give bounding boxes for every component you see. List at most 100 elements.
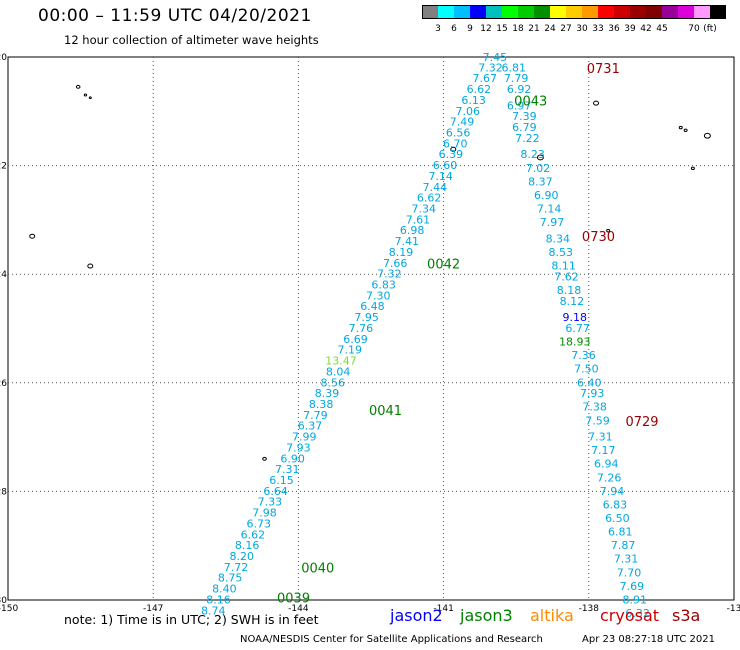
wave-height-value: 6.81 (502, 61, 527, 74)
island-outline (536, 154, 544, 161)
wave-height-value: 7.79 (504, 72, 529, 85)
wave-height-value: 7.67 (472, 72, 497, 85)
wave-height-value: 6.32 (625, 607, 650, 620)
wave-height-value: 6.79 (512, 121, 537, 134)
wave-height-value: 7.30 (366, 289, 391, 302)
wave-height-value: 6.90 (280, 452, 305, 465)
lat-label: -22 (0, 162, 7, 172)
wave-height-value: 8.53 (548, 246, 573, 259)
wave-height-value: 7.59 (585, 414, 610, 427)
legend-swatch (646, 5, 662, 19)
legend-swatch (678, 5, 694, 19)
wave-height-value: 7.17 (591, 444, 616, 457)
wave-height-value: 8.34 (546, 232, 571, 245)
wave-height-value: 6.83 (603, 498, 628, 511)
island-outline (593, 100, 600, 106)
track-time-label: 0729 (625, 415, 658, 430)
wave-height-value: 6.48 (360, 300, 385, 313)
chart-subtitle: 12 hour collection of altimeter wave hei… (64, 33, 319, 47)
island-outline (450, 146, 457, 152)
wave-height-value: 7.97 (540, 216, 565, 229)
legend-swatch (470, 5, 486, 19)
island-outline (87, 263, 94, 269)
wave-height-value: 6.77 (565, 322, 590, 335)
wave-height-value: 6.62 (467, 83, 492, 96)
lon-label: -141 (433, 604, 453, 614)
legend-swatch (598, 5, 614, 19)
satellite-legend-item: jason2 (390, 606, 443, 625)
wave-height-value: 8.16 (206, 593, 231, 606)
wave-height-value: 8.38 (309, 398, 334, 411)
island-outline (678, 125, 683, 130)
wave-height-value: 7.31 (588, 431, 613, 444)
wave-height-value: 7.31 (614, 553, 639, 566)
lon-label: -13 (727, 604, 740, 614)
satellite-legend-item: altika (530, 606, 574, 625)
wave-height-value: 7.06 (456, 105, 481, 118)
legend-swatch (518, 5, 534, 19)
wave-height-value: 6.97 (507, 99, 532, 112)
satellite-legend-item: cryosat (600, 606, 660, 625)
legend-swatch (582, 5, 598, 19)
wave-height-value: 8.39 (315, 387, 340, 400)
wave-height-value: 8.20 (230, 550, 255, 563)
legend-label: 3 (435, 24, 441, 34)
legend-label: 24 (544, 24, 556, 34)
wave-height-value: 7.22 (515, 132, 540, 145)
island-outline (29, 233, 36, 239)
wave-height-value: 13.47 (325, 355, 357, 368)
wave-height-value: 6.83 (371, 279, 396, 292)
legend-swatch (630, 5, 646, 19)
wave-height-value: 6.39 (439, 148, 464, 161)
chart-title: 00:00 – 11:59 UTC 04/20/2021 (38, 6, 312, 26)
wave-height-value: 8.23 (520, 148, 545, 161)
wave-height-value: 6.92 (507, 83, 532, 96)
wave-height-value: 6.73 (246, 517, 271, 530)
lat-label: -24 (0, 270, 7, 280)
island-outline (683, 128, 688, 133)
legend-label: 30 (576, 24, 588, 34)
legend-label: (ft) (703, 24, 717, 34)
wave-height-value: 6.13 (461, 94, 486, 107)
lon-label: -144 (288, 604, 309, 614)
track-time-label: 0042 (427, 257, 460, 272)
wave-height-value: 7.50 (574, 363, 599, 376)
wave-height-value: 7.19 (337, 344, 362, 357)
wave-height-value: 7.39 (512, 110, 537, 123)
wave-height-value: 8.37 (528, 175, 553, 188)
track-time-label: 0731 (587, 62, 620, 77)
lat-label: -26 (0, 379, 7, 389)
wave-height-value: 8.16 (235, 539, 260, 552)
wave-height-value: 9.18 (563, 311, 588, 324)
legend-swatch (422, 5, 438, 19)
wave-height-value: 6.60 (433, 159, 458, 172)
legend-label: 39 (624, 24, 636, 34)
island-outline (88, 96, 92, 100)
wave-height-value: 7.02 (526, 162, 551, 175)
units-note: note: 1) Time is in UTC; 2) SWH is in fe… (64, 612, 319, 627)
lat-label: -28 (0, 487, 7, 497)
wave-height-value: 7.62 (554, 270, 579, 283)
wave-height-value: 7.76 (349, 322, 374, 335)
legend-swatch (502, 5, 518, 19)
island-outline (703, 132, 711, 139)
map-frame (7, 56, 735, 601)
wave-height-value: 6.69 (343, 333, 368, 346)
legend-swatch (454, 5, 470, 19)
credit-text: NOAA/NESDIS Center for Satellite Applica… (240, 634, 543, 645)
track-time-label: 0041 (369, 404, 402, 419)
wave-height-value: 6.50 (605, 512, 630, 525)
wave-height-value: 7.94 (600, 485, 625, 498)
generated-timestamp: Apr 23 08:27:18 UTC 2021 (582, 634, 715, 645)
wave-height-value: 8.91 (623, 593, 648, 606)
legend-swatch (662, 5, 678, 19)
lon-label: -138 (579, 604, 600, 614)
wave-height-value: 8.11 (551, 260, 576, 273)
wave-height-value: 6.98 (400, 224, 425, 237)
wave-height-value: 7.70 (617, 566, 642, 579)
legend-swatch (614, 5, 630, 19)
island-outline (75, 84, 81, 89)
island-outline (83, 93, 88, 97)
wave-height-value: 7.49 (450, 116, 475, 129)
island-outline (690, 166, 695, 171)
